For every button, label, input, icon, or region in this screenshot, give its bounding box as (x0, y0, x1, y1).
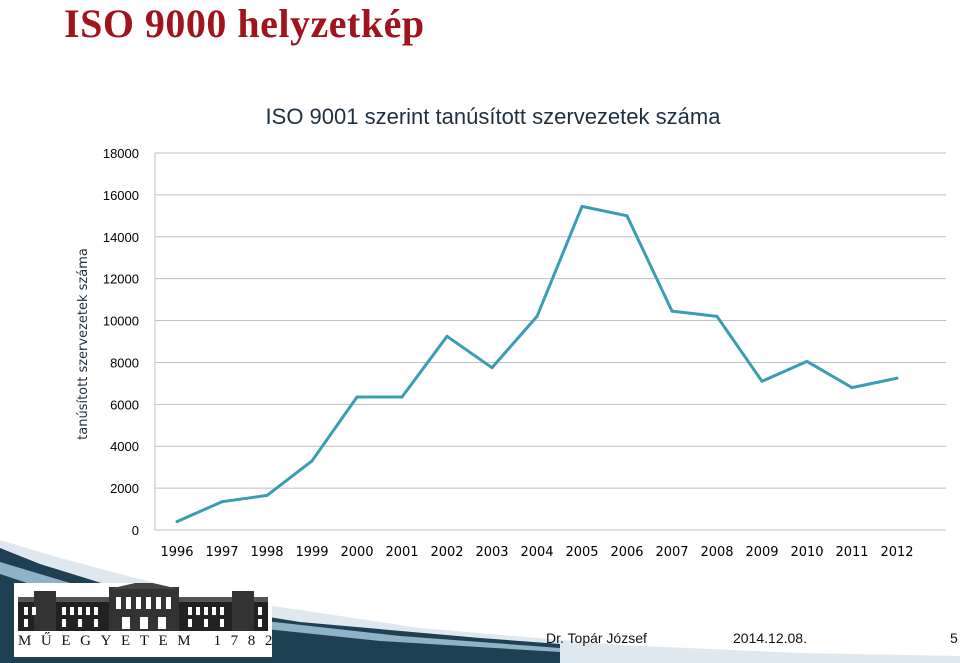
y-axis-label: tanúsított szervezetek száma (76, 248, 91, 440)
author-name: Dr. Topár József (546, 630, 647, 646)
x-tick-label: 1996 (160, 545, 193, 560)
data-point (265, 493, 269, 497)
y-tick-label: 2000 (110, 481, 139, 496)
x-tick-label: 2005 (565, 545, 598, 560)
data-point (580, 204, 584, 208)
data-point (220, 500, 224, 504)
x-tick-label: 2011 (835, 545, 868, 560)
x-tick-label: 1997 (205, 545, 238, 560)
x-tick-label: 2000 (340, 545, 373, 560)
series-line (176, 204, 898, 523)
presentation-date: 2014.12.08. (733, 630, 807, 646)
data-point (805, 359, 809, 363)
data-point (760, 379, 764, 383)
y-tick-label: 14000 (103, 230, 139, 245)
page-number: 5 (950, 630, 958, 646)
x-tick-label: 2002 (430, 545, 463, 560)
x-tick-label: 2004 (520, 545, 553, 560)
data-point (670, 309, 674, 313)
y-tick-label: 12000 (103, 272, 139, 287)
y-tick-label: 4000 (110, 439, 139, 454)
data-point (490, 366, 494, 370)
data-point (175, 520, 179, 524)
y-tick-label: 18000 (103, 146, 139, 161)
y-tick-label: 8000 (110, 355, 139, 370)
y-tick-label: 6000 (110, 397, 139, 412)
logo-text: MŰEGYETEM 1782 (18, 633, 282, 649)
y-tick-labels: 0 2000 4000 6000 8000 10000 12000 14000 16000 180… (103, 146, 139, 538)
data-point (850, 386, 854, 390)
x-tick-label: 2007 (655, 545, 688, 560)
series-layer (175, 204, 899, 524)
x-tick-label: 1999 (295, 545, 328, 560)
y-tick-label: 0 (132, 523, 139, 538)
gridlines (154, 152, 946, 531)
x-tick-label: 1998 (250, 545, 283, 560)
x-tick-label: 2003 (475, 545, 508, 560)
data-point (895, 376, 899, 380)
data-point (445, 334, 449, 338)
data-point (715, 314, 719, 318)
x-tick-label: 2012 (880, 545, 913, 560)
x-tick-labels: 1996 1997 1998 1999 2000 2001 2002 2003 2004 2005… (160, 545, 913, 560)
x-tick-label: 2001 (385, 545, 418, 560)
data-point (355, 395, 359, 399)
line-chart: ISO 9001 szerint tanúsított szervezetek … (76, 104, 946, 560)
chart-title: ISO 9001 szerint tanúsított szervezetek … (266, 104, 722, 129)
y-tick-label: 16000 (103, 188, 139, 203)
y-tick-label: 10000 (103, 314, 139, 329)
building-icon (18, 581, 268, 631)
x-tick-label: 2008 (700, 545, 733, 560)
university-logo (14, 581, 272, 657)
slide-title: ISO 9000 helyzetkép (64, 1, 425, 46)
x-tick-label: 2009 (745, 545, 778, 560)
x-tick-label: 2006 (610, 545, 643, 560)
x-tick-label: 2010 (790, 545, 823, 560)
data-point (400, 395, 404, 399)
data-point (310, 459, 314, 463)
data-point (625, 214, 629, 218)
data-point (535, 314, 539, 318)
